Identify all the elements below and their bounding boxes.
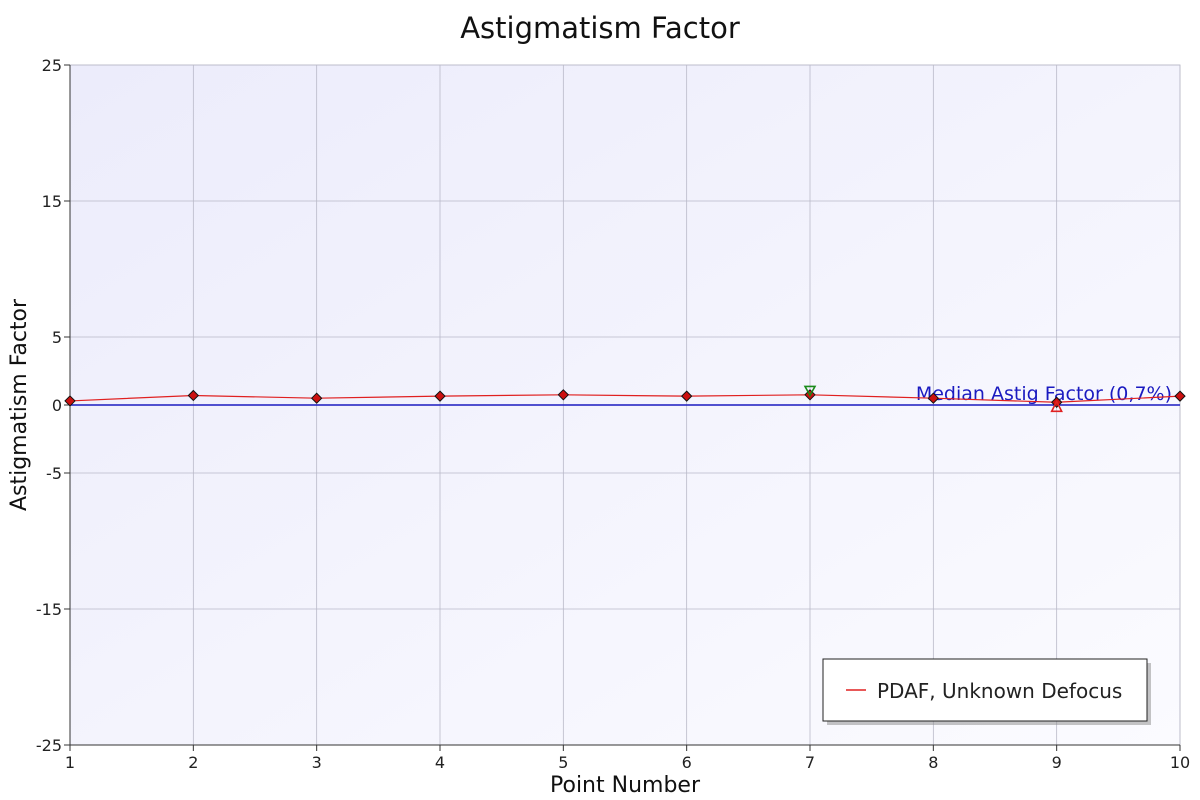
- x-tick-label: 10: [1170, 753, 1190, 772]
- y-axis-ticks: 25 15 5 0 -5 -15 -25: [36, 56, 70, 755]
- y-tick-label: -15: [36, 600, 62, 619]
- x-tick-label: 2: [188, 753, 198, 772]
- x-tick-label: 9: [1052, 753, 1062, 772]
- x-tick-label: 3: [312, 753, 322, 772]
- data-point: [310, 392, 323, 404]
- x-tick-label: 1: [65, 753, 75, 772]
- chart-title: Astigmatism Factor: [460, 11, 740, 45]
- x-axis-label: Point Number: [550, 773, 701, 798]
- min-marker: [1050, 399, 1063, 413]
- data-point: [680, 390, 693, 402]
- y-tick-label: 5: [52, 328, 62, 347]
- extreme-markers: [803, 385, 1063, 413]
- y-tick-label: 15: [42, 192, 62, 211]
- data-point: [187, 389, 200, 402]
- y-tick-label: -5: [46, 464, 62, 483]
- y-tick-label: 0: [52, 396, 62, 415]
- max-marker: [803, 385, 817, 398]
- x-tick-label: 7: [805, 753, 815, 772]
- x-axis-ticks: 1 2 3 4 5 6 7 8 9 10: [65, 745, 1190, 772]
- x-tick-label: 5: [558, 753, 568, 772]
- legend-entry: PDAF, Unknown Defocus: [877, 679, 1122, 703]
- series-points: [64, 389, 1186, 408]
- data-point: [1174, 390, 1186, 402]
- legend: PDAF, Unknown Defocus: [822, 658, 1151, 725]
- x-tick-label: 6: [682, 753, 692, 772]
- data-point: [64, 395, 76, 407]
- x-tick-label: 8: [928, 753, 938, 772]
- data-point: [557, 389, 570, 401]
- y-tick-label: -25: [36, 736, 62, 755]
- x-tick-label: 4: [435, 753, 445, 772]
- data-point: [927, 392, 940, 404]
- y-tick-label: 25: [42, 56, 62, 75]
- data-point: [434, 390, 446, 402]
- y-axis-label: Astigmatism Factor: [7, 298, 32, 511]
- series-line: [69, 394, 1181, 403]
